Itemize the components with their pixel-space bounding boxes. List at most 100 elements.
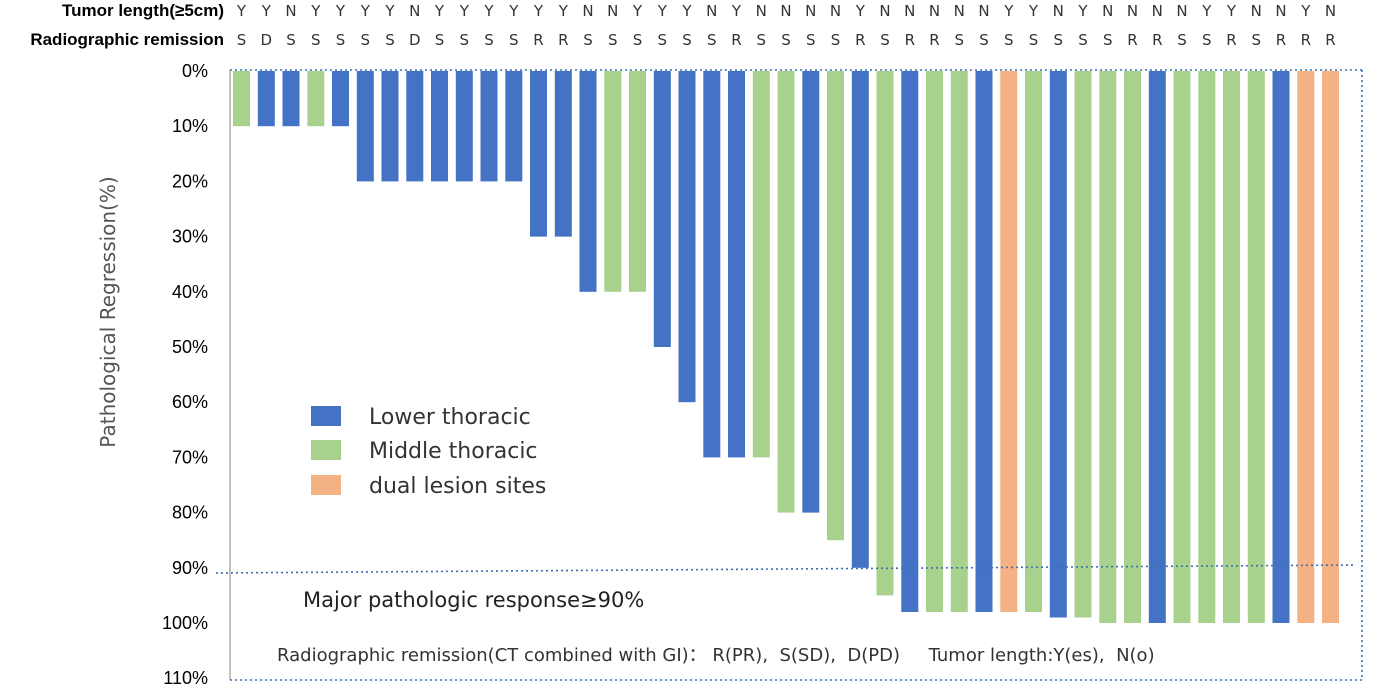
- y-tick-label: 90%: [172, 558, 208, 578]
- tumor-length-value: Y: [434, 2, 445, 20]
- tumor-length-value: Y: [533, 2, 544, 20]
- remission-value: S: [1252, 31, 1262, 49]
- y-tick-label: 30%: [172, 227, 208, 247]
- tumor-length-value: N: [1152, 2, 1163, 20]
- remission-value: R: [1226, 31, 1236, 49]
- annotation-rows: Tumor length(≥5cm) Y Y N Y Y Y Y N Y Y Y Y Y Y N N Y Y Y N Y N…: [30, 1, 1336, 49]
- tumor-length-value: Y: [483, 2, 494, 20]
- remission-value: R: [533, 31, 543, 49]
- bar-35: [1074, 71, 1092, 618]
- tumor-length-value: N: [978, 2, 989, 20]
- remission-value: R: [1152, 31, 1162, 49]
- tumor-length-value: N: [706, 2, 717, 20]
- remission-value: S: [757, 31, 767, 49]
- bar-12: [505, 71, 523, 182]
- bar-41: [1223, 71, 1240, 623]
- bar-38: [1148, 71, 1166, 623]
- remission-value: S: [1029, 31, 1039, 49]
- legend-label-middle-thoracic: Middle thoracic: [369, 439, 538, 464]
- remission-value: R: [905, 31, 915, 49]
- bar-18: [653, 71, 671, 347]
- bar-16: [604, 71, 622, 292]
- tumor-length-value: Y: [335, 2, 346, 20]
- legend-swatch-middle-thoracic: [311, 440, 341, 460]
- remission-value: S: [979, 31, 989, 49]
- tumor-length-value: Y: [508, 2, 519, 20]
- tumor-length-value: Y: [632, 2, 643, 20]
- remission-value: S: [361, 31, 371, 49]
- remission-value: S: [658, 31, 668, 49]
- bar-4: [307, 71, 325, 127]
- remission-value: S: [806, 31, 816, 49]
- remission-value: S: [1054, 31, 1064, 49]
- bar-45: [1322, 71, 1339, 623]
- legend-label-dual-lesion: dual lesion sites: [369, 474, 546, 499]
- remission-value: S: [1004, 31, 1014, 49]
- remission-value: S: [1078, 31, 1088, 49]
- remission-value: S: [1202, 31, 1212, 49]
- remission-value: S: [880, 31, 890, 49]
- remission-value: S: [311, 31, 321, 49]
- bar-13: [530, 71, 547, 237]
- tumor-length-value: N: [1176, 2, 1187, 20]
- y-tick-label: 60%: [172, 392, 208, 412]
- y-tick-label: 100%: [162, 613, 208, 633]
- bar-21: [728, 71, 745, 458]
- bar-6: [356, 71, 374, 182]
- remission-value: S: [781, 31, 791, 49]
- tumor-length-value: Y: [261, 2, 272, 20]
- remission-value: R: [1301, 31, 1311, 49]
- bar-22: [752, 71, 770, 458]
- tumor-length-value: N: [1102, 2, 1113, 20]
- remission-value: S: [633, 31, 643, 49]
- bar-19: [678, 71, 696, 403]
- remission-value: S: [336, 31, 346, 49]
- y-axis-label: Pathological Regression(%): [96, 176, 120, 447]
- remission-value: S: [955, 31, 965, 49]
- y-tick-label: 10%: [172, 116, 208, 136]
- bars-group: [233, 71, 1339, 623]
- tumor-length-value: Y: [384, 2, 395, 20]
- tumor-length-value: Y: [681, 2, 692, 20]
- y-tick-label: 20%: [172, 171, 208, 191]
- tumor-length-value: Y: [310, 2, 321, 20]
- y-tick-label: 70%: [172, 447, 208, 467]
- remission-value: R: [1325, 31, 1335, 49]
- bar-27: [876, 71, 894, 596]
- tumor-length-value: N: [929, 2, 940, 20]
- y-tick-label: 80%: [172, 503, 208, 523]
- tumor-length-value: N: [879, 2, 890, 20]
- bar-7: [381, 71, 399, 182]
- bar-33: [1025, 71, 1042, 612]
- bar-11: [480, 71, 498, 182]
- remission-value: S: [1177, 31, 1187, 49]
- radiographic-remission-row-label: Radiographic remission: [30, 30, 224, 49]
- tumor-length-value: Y: [236, 2, 247, 20]
- remission-value: S: [509, 31, 519, 49]
- remission-value: S: [831, 31, 841, 49]
- remission-value: D: [409, 31, 421, 49]
- remission-value: R: [558, 31, 568, 49]
- tumor-length-value: N: [1325, 2, 1336, 20]
- tumor-length-value: Y: [1300, 2, 1311, 20]
- tumor-length-value: N: [780, 2, 791, 20]
- bar-30: [950, 71, 968, 612]
- tumor-length-row-label: Tumor length(≥5cm): [62, 1, 224, 20]
- tumor-length-value: Y: [657, 2, 668, 20]
- remission-value: S: [385, 31, 395, 49]
- mpr-threshold-label: Major pathologic response≥90%: [303, 588, 644, 612]
- tumor-length-value: Y: [1003, 2, 1014, 20]
- legend: Lower thoracic Middle thoracic dual lesi…: [311, 405, 546, 499]
- tumor-length-value: Y: [855, 2, 866, 20]
- tumor-length-value: N: [1053, 2, 1064, 20]
- tumor-length-value: N: [607, 2, 618, 20]
- tumor-length-value: N: [756, 2, 767, 20]
- tumor-length-value: N: [1251, 2, 1262, 20]
- bar-8: [406, 71, 424, 182]
- bar-40: [1198, 71, 1216, 623]
- tumor-length-value: Y: [459, 2, 470, 20]
- bar-31: [975, 71, 993, 612]
- bar-43: [1272, 71, 1290, 623]
- bar-17: [629, 71, 646, 292]
- remission-value: D: [261, 31, 273, 49]
